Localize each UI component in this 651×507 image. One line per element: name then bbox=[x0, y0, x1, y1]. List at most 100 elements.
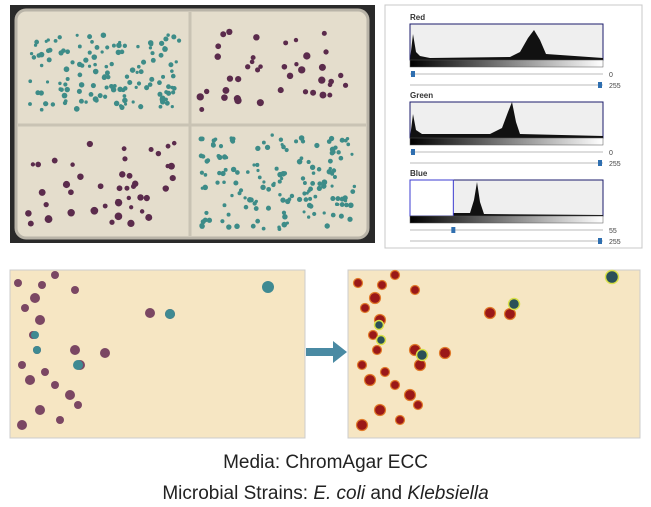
colony bbox=[214, 53, 221, 60]
colony bbox=[129, 67, 136, 73]
colony bbox=[149, 76, 155, 82]
colony bbox=[220, 31, 227, 38]
colony bbox=[220, 219, 225, 224]
colony bbox=[196, 93, 204, 101]
slider-value: 255 bbox=[609, 239, 621, 246]
colony bbox=[65, 49, 70, 55]
colony bbox=[215, 43, 222, 50]
colony bbox=[302, 89, 309, 95]
colony bbox=[226, 75, 234, 82]
colony bbox=[258, 64, 263, 69]
colony bbox=[157, 80, 162, 86]
colony bbox=[326, 139, 332, 144]
colony bbox=[136, 64, 141, 69]
colony bbox=[63, 99, 68, 104]
colony bbox=[90, 82, 96, 89]
colony bbox=[94, 98, 99, 103]
colonies bbox=[25, 28, 357, 232]
colony bbox=[234, 223, 240, 230]
colony bbox=[199, 223, 205, 229]
colony bbox=[298, 66, 306, 74]
colony bbox=[394, 414, 406, 426]
colony bbox=[205, 158, 211, 163]
colony bbox=[70, 162, 75, 167]
colony bbox=[350, 152, 354, 156]
colony bbox=[46, 38, 50, 42]
colony bbox=[229, 138, 234, 143]
colony bbox=[78, 82, 85, 88]
colony bbox=[293, 37, 299, 43]
slider-handle[interactable] bbox=[598, 238, 602, 244]
colony bbox=[604, 269, 620, 285]
slider-value: 255 bbox=[609, 83, 621, 90]
colony bbox=[283, 40, 289, 46]
colony bbox=[371, 344, 383, 356]
colony bbox=[61, 92, 68, 99]
colony bbox=[222, 203, 227, 208]
colony bbox=[166, 84, 171, 90]
colony bbox=[138, 69, 144, 75]
colony bbox=[413, 358, 427, 372]
colony bbox=[94, 45, 100, 50]
colony bbox=[202, 184, 208, 191]
colony bbox=[280, 171, 286, 177]
arrow bbox=[306, 341, 347, 363]
colony bbox=[158, 104, 163, 109]
slider-value: 0 bbox=[609, 150, 613, 157]
colony bbox=[168, 62, 174, 68]
colony bbox=[321, 30, 327, 36]
colony bbox=[41, 368, 49, 376]
colony bbox=[123, 86, 128, 91]
colony bbox=[318, 76, 326, 84]
slider-handle[interactable] bbox=[411, 71, 415, 77]
colony bbox=[164, 100, 170, 106]
colony bbox=[91, 54, 98, 60]
slider-handle[interactable] bbox=[451, 227, 456, 233]
colony bbox=[51, 381, 59, 389]
colony bbox=[119, 49, 125, 55]
colony bbox=[210, 142, 216, 147]
colony bbox=[314, 142, 320, 149]
colony bbox=[281, 144, 286, 150]
colony bbox=[222, 154, 228, 160]
colony bbox=[321, 183, 327, 189]
colony bbox=[171, 90, 176, 95]
colony bbox=[243, 204, 249, 210]
colony bbox=[74, 401, 82, 409]
colony bbox=[250, 55, 256, 61]
slider-handle[interactable] bbox=[598, 160, 602, 166]
colony bbox=[141, 59, 147, 65]
colony bbox=[271, 182, 276, 188]
colony bbox=[347, 216, 353, 222]
colony bbox=[139, 209, 145, 214]
colony bbox=[403, 388, 417, 402]
colony bbox=[87, 34, 93, 40]
colony bbox=[126, 195, 131, 201]
colony bbox=[122, 97, 128, 104]
colony bbox=[327, 158, 333, 164]
colony bbox=[238, 188, 244, 193]
colony bbox=[80, 63, 85, 68]
colony bbox=[39, 63, 44, 68]
colony bbox=[200, 186, 204, 190]
colony bbox=[277, 87, 284, 94]
colony bbox=[102, 203, 108, 209]
slider-handle[interactable] bbox=[411, 149, 415, 155]
colony bbox=[310, 89, 317, 96]
colony bbox=[253, 206, 259, 211]
colony bbox=[126, 172, 133, 179]
colony bbox=[218, 144, 224, 149]
colony bbox=[265, 205, 272, 211]
colony bbox=[328, 166, 332, 171]
colony bbox=[116, 185, 123, 192]
colony bbox=[230, 166, 237, 173]
colony bbox=[255, 145, 261, 152]
colony bbox=[148, 146, 154, 153]
colony bbox=[308, 196, 313, 201]
colony bbox=[255, 67, 261, 73]
colony bbox=[77, 173, 84, 180]
colony bbox=[109, 219, 115, 225]
slider-handle[interactable] bbox=[598, 82, 602, 88]
colony bbox=[250, 223, 256, 229]
colony bbox=[302, 191, 307, 196]
